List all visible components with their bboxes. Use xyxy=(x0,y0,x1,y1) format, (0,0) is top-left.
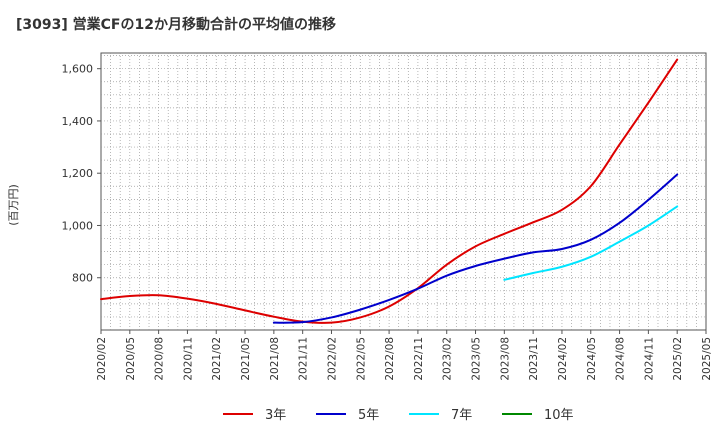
x-tick-label: 2022/11 xyxy=(413,337,425,381)
x-tick-label: 2022/05 xyxy=(355,337,367,381)
x-tick-label: 2025/02 xyxy=(672,337,684,381)
y-tick-label: 1,000 xyxy=(62,219,94,232)
x-tick-label: 2021/05 xyxy=(240,337,252,381)
x-tick-label: 2021/11 xyxy=(298,337,310,381)
x-tick-label: 2020/11 xyxy=(182,337,194,381)
x-tick-label: 2024/02 xyxy=(557,337,569,381)
x-tick-label: 2020/08 xyxy=(154,337,166,381)
x-tick-label: 2024/08 xyxy=(615,337,627,381)
x-tick-label: 2023/08 xyxy=(499,337,511,381)
y-tick-label: 1,600 xyxy=(62,63,94,76)
x-tick-label: 2021/08 xyxy=(269,337,281,381)
x-tick-label: 2022/08 xyxy=(384,337,396,381)
chart-title: [3093] 営業CFの12か月移動合計の平均値の推移 xyxy=(16,16,336,33)
x-tick-label: 2022/02 xyxy=(326,337,338,381)
x-tick-label: 2024/11 xyxy=(643,337,655,381)
series-line-2 xyxy=(503,205,679,281)
legend-label-1: 5年 xyxy=(358,408,379,423)
y-tick-label: 800 xyxy=(72,272,93,285)
x-tick-label: 2025/05 xyxy=(701,337,713,381)
series-line-1 xyxy=(272,173,679,324)
x-tick-label: 2023/02 xyxy=(442,337,454,381)
x-tick-label: 2020/05 xyxy=(125,337,137,381)
plot-frame xyxy=(100,52,707,331)
x-tick-label: 2020/02 xyxy=(96,337,108,381)
x-tick-label: 2023/05 xyxy=(471,337,483,381)
x-tick-label: 2021/02 xyxy=(211,337,223,381)
series-layer xyxy=(100,58,679,324)
legend-label-3: 10年 xyxy=(544,408,574,423)
legend-label-2: 7年 xyxy=(451,408,472,423)
grid-layer xyxy=(100,52,707,331)
x-tick-label: 2023/11 xyxy=(528,337,540,381)
legend: 3年 5年 7年 10年 xyxy=(223,408,574,423)
y-tick-label: 1,200 xyxy=(62,167,94,180)
y-axis-label: (百万円) xyxy=(7,184,20,226)
y-tick-label: 1,400 xyxy=(62,115,94,128)
legend-label-0: 3年 xyxy=(265,408,286,423)
series-line-0 xyxy=(100,58,679,324)
x-tick-label: 2024/05 xyxy=(586,337,598,381)
axis-layer: 800 1,000 1,200 1,400 1,600 2020/02 2020/05 202… xyxy=(62,63,714,381)
